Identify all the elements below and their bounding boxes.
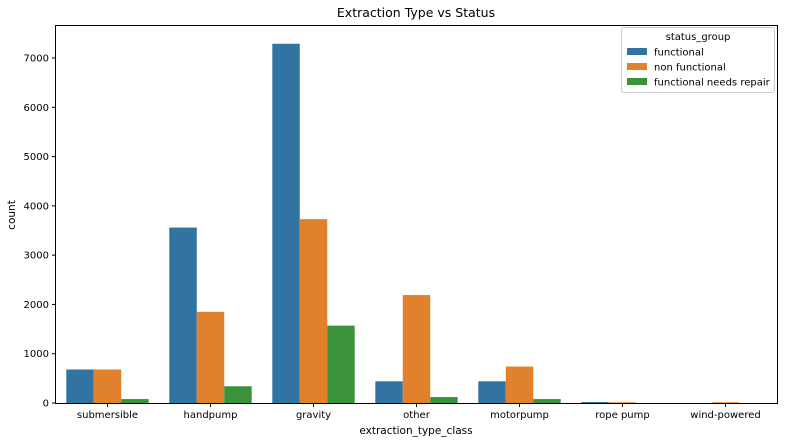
bar-other-functional — [375, 381, 403, 403]
x-tick-label-handpump: handpump — [184, 410, 238, 421]
bar-motorpump-non-functional — [505, 366, 534, 403]
legend-label-non-functional: non functional — [654, 63, 726, 74]
x-tick-label-submersible: submersible — [77, 410, 138, 421]
x-tick-label-gravity: gravity — [296, 410, 331, 421]
plot-frame — [55, 25, 778, 404]
bar-other-non-functional — [402, 295, 431, 403]
legend-swatch-non-functional — [627, 63, 647, 70]
x-tick-label-wind-powered: wind-powered — [690, 410, 760, 421]
bar-other-functional-needs-repair — [430, 397, 458, 403]
x-tick-label-other: other — [403, 410, 431, 421]
bars — [66, 43, 740, 403]
bar-wind-powered-non-functional — [711, 402, 740, 403]
legend-label-functional-needs-repair: functional needs repair — [654, 78, 771, 89]
x-axis-label: extraction_type_class — [359, 425, 472, 437]
x-axis: submersible handpump gravity other motorpump… — [77, 403, 761, 421]
chart-title: Extraction Type vs Status — [337, 5, 495, 20]
bar-handpump-non-functional — [196, 311, 225, 403]
bar-submersible-functional — [66, 369, 94, 403]
legend-label-functional: functional — [654, 48, 704, 59]
legend-title: status_group — [666, 32, 731, 43]
bar-submersible-functional-needs-repair — [121, 399, 149, 403]
bar-handpump-functional-needs-repair — [224, 386, 252, 403]
y-axis-label: count — [6, 200, 18, 230]
bar-gravity-functional — [272, 43, 300, 403]
y-axis: 0 1000 2000 3000 4000 5000 6000 7000 — [24, 54, 56, 410]
x-tick-label-motorpump: motorpump — [490, 410, 549, 421]
legend-box — [621, 27, 775, 93]
legend-swatch-functional — [627, 48, 647, 55]
y-tick-label: 6000 — [24, 103, 49, 114]
y-tick-label: 5000 — [24, 152, 49, 163]
y-tick-label: 3000 — [24, 251, 49, 262]
bar-submersible-non-functional — [93, 369, 122, 403]
y-tick-label: 2000 — [24, 300, 49, 311]
bar-handpump-functional — [169, 227, 197, 403]
x-tick-label-rope-pump: rope pump — [595, 410, 649, 421]
bar-motorpump-functional — [478, 381, 506, 403]
y-tick-label: 4000 — [24, 201, 49, 212]
bar-motorpump-functional-needs-repair — [533, 399, 561, 403]
y-tick-label: 7000 — [24, 54, 49, 65]
y-tick-label: 1000 — [24, 349, 49, 360]
bar-gravity-functional-needs-repair — [327, 325, 355, 403]
legend: status_group functional non functional fun… — [621, 27, 775, 93]
bar-gravity-non-functional — [299, 219, 328, 403]
bar-rope-pump-functional — [581, 402, 609, 403]
y-tick-label: 0 — [43, 399, 49, 410]
bar-rope-pump-non-functional — [608, 402, 637, 403]
legend-swatch-functional-needs-repair — [627, 78, 647, 85]
